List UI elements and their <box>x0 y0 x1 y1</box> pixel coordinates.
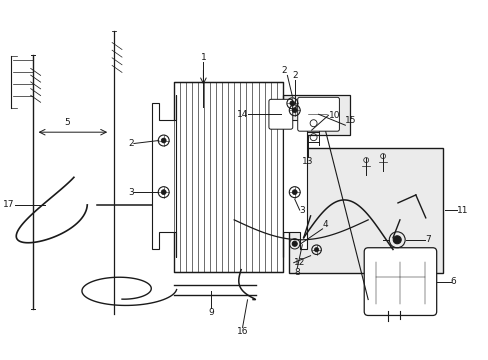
Text: 8: 8 <box>294 267 300 276</box>
Circle shape <box>292 190 297 195</box>
FancyBboxPatch shape <box>297 97 339 131</box>
Text: 6: 6 <box>449 277 455 286</box>
Text: 3: 3 <box>128 188 134 197</box>
Text: 14: 14 <box>236 110 247 119</box>
Text: 1: 1 <box>200 53 206 62</box>
Text: 7: 7 <box>424 235 430 244</box>
Text: 13: 13 <box>302 157 313 166</box>
Text: 16: 16 <box>236 328 248 337</box>
Text: 5: 5 <box>64 118 70 127</box>
Circle shape <box>161 190 166 195</box>
Polygon shape <box>151 95 175 257</box>
FancyBboxPatch shape <box>268 99 292 129</box>
Text: 3: 3 <box>299 206 305 215</box>
Circle shape <box>314 248 318 252</box>
Text: 9: 9 <box>208 307 214 316</box>
Text: 17: 17 <box>3 201 15 210</box>
Polygon shape <box>282 95 306 257</box>
Circle shape <box>289 101 294 106</box>
Text: 2: 2 <box>281 66 287 75</box>
Text: 15: 15 <box>345 116 356 125</box>
Circle shape <box>292 108 297 113</box>
Text: 10: 10 <box>328 111 339 120</box>
Circle shape <box>392 236 400 244</box>
FancyBboxPatch shape <box>364 248 436 315</box>
Text: 11: 11 <box>456 206 467 215</box>
Text: 2: 2 <box>128 139 134 148</box>
Text: 12: 12 <box>293 258 305 267</box>
Circle shape <box>292 241 297 246</box>
Text: 2: 2 <box>291 71 297 80</box>
Bar <box>173 82 282 272</box>
Bar <box>288 148 442 273</box>
Circle shape <box>161 138 166 143</box>
Text: 4: 4 <box>322 220 327 229</box>
Bar <box>265 95 349 135</box>
